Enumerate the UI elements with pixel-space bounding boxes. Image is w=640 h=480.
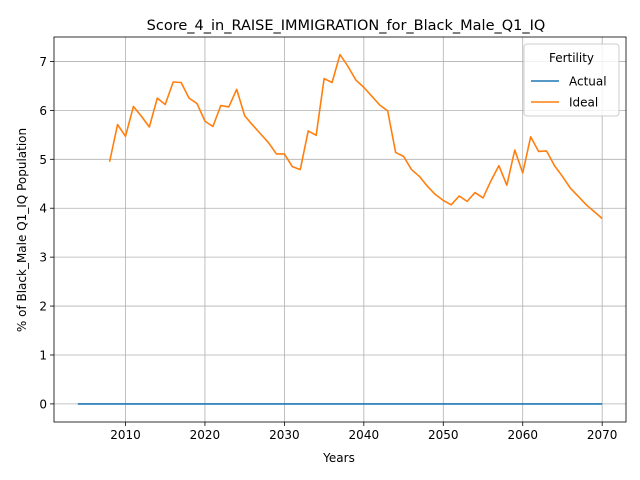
y-axis-label: % of Black_Male Q1_IQ Population: [15, 128, 29, 332]
y-tick-label: 7: [39, 55, 47, 69]
y-tick-label: 6: [39, 104, 47, 118]
x-tick-label: 2070: [587, 428, 618, 442]
x-axis-label: Years: [322, 451, 355, 465]
y-tick-label: 0: [39, 397, 47, 411]
chart-title: Score_4_in_RAISE_IMMIGRATION_for_Black_M…: [147, 18, 546, 34]
y-tick-label: 4: [39, 202, 47, 216]
y-tick-label: 2: [39, 300, 47, 314]
y-tick-label: 3: [39, 251, 47, 265]
x-tick-label: 2060: [507, 428, 538, 442]
y-tick-label: 5: [39, 153, 47, 167]
legend: Fertility Actual Ideal: [524, 44, 619, 116]
x-tick-label: 2020: [190, 428, 221, 442]
x-tick-label: 2050: [428, 428, 459, 442]
legend-label-actual: Actual: [569, 75, 607, 89]
x-tick-label: 2030: [269, 428, 300, 442]
y-tick-label: 1: [39, 348, 47, 362]
x-tick-label: 2040: [349, 428, 380, 442]
legend-title: Fertility: [549, 51, 594, 65]
legend-label-ideal: Ideal: [569, 96, 598, 110]
x-tick-label: 2010: [110, 428, 141, 442]
